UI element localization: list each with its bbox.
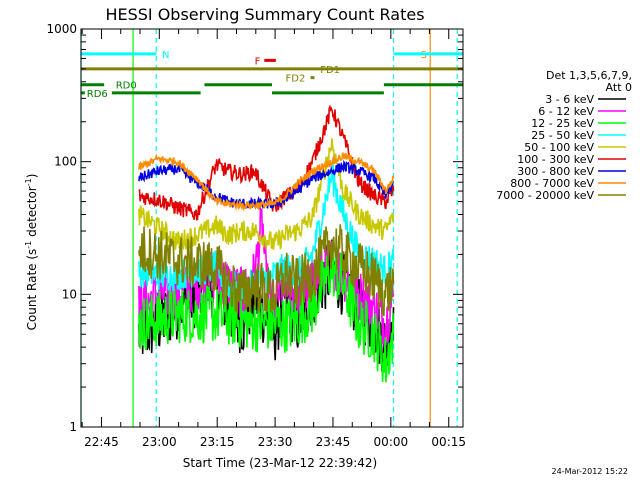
x-tick-label: 23:30 <box>258 435 293 449</box>
legend-label: 100 - 300 keV <box>517 153 594 166</box>
legend-header-2: Att 0 <box>606 81 632 94</box>
x-tick-label: 23:00 <box>142 435 177 449</box>
series-line-3 <box>138 246 395 383</box>
y-label-sup1: -1 <box>24 241 33 249</box>
x-axis-label: Start Time (23-Mar-12 22:39:42) <box>183 456 377 470</box>
y-tick-label: 100 <box>54 155 77 169</box>
y-tick-label: 1 <box>69 420 77 434</box>
legend-header-1: Det 1,3,5,6,7,9, <box>546 69 632 82</box>
y-label-part3: ) <box>25 174 39 179</box>
legend-label: 50 - 100 keV <box>524 141 594 154</box>
legend-label: 12 - 25 keV <box>531 117 594 130</box>
y-axis-label: Count Rate (s-1 detector-1) <box>24 174 39 331</box>
series-line-9 <box>138 224 395 317</box>
x-tick-label: 00:15 <box>431 435 466 449</box>
legend-label: 3 - 6 keV <box>545 93 594 106</box>
state-bar-label: N <box>162 50 169 61</box>
chart-title: HESSI Observing Summary Count Rates <box>105 5 424 24</box>
state-bar-label: F <box>255 56 261 67</box>
y-tick-label: 10 <box>62 287 77 301</box>
state-bar-label: FD2 <box>286 74 306 85</box>
y-label-sup2: -1 <box>24 178 33 186</box>
y-label-part1: Count Rate (s <box>25 249 39 331</box>
series-line-8 <box>138 152 395 212</box>
x-tick-label: 23:45 <box>316 435 351 449</box>
x-tick-label: 00:00 <box>374 435 409 449</box>
x-tick-label: 23:15 <box>200 435 235 449</box>
legend-label: 800 - 7000 keV <box>510 177 594 190</box>
y-tick-label: 1000 <box>46 22 77 36</box>
legend-label: 6 - 12 keV <box>538 105 594 118</box>
legend-label: 25 - 50 keV <box>531 129 594 142</box>
legend-label: 7000 - 20000 keV <box>496 189 594 202</box>
plot-frame <box>80 28 464 428</box>
state-bar-label: RD6 <box>87 89 108 100</box>
plot-layer: NSFD1FFD2RD0RD6 <box>80 29 463 427</box>
timestamp: 24-Mar-2012 15:22 <box>552 467 629 476</box>
state-bar-label: FD1 <box>320 65 340 76</box>
legend-label: 300 - 800 keV <box>517 165 594 178</box>
y-label-part2: detector <box>25 186 39 241</box>
state-bar-label: RD0 <box>116 81 137 92</box>
x-tick-label: 22:45 <box>84 435 119 449</box>
